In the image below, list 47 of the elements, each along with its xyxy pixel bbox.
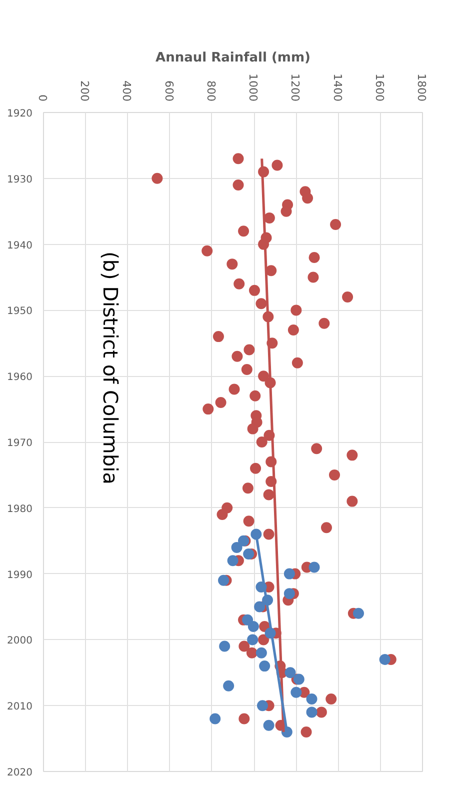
point [219,640,230,652]
y-tick-label: 2010 [7,702,33,713]
point [352,608,364,619]
y-tick-label: 1930 [7,174,33,186]
y-tick-label: 1940 [7,240,33,252]
point [306,706,318,718]
point [308,562,320,573]
point [247,634,258,646]
y-tick-label: 1970 [7,438,33,449]
y-tick-label: 2020 [7,768,33,778]
point [379,654,390,665]
point [284,568,295,580]
point [227,555,238,566]
text: (b) District of Columbia [98,252,122,484]
x-tick-label: 600 [162,80,176,102]
point [248,621,259,632]
point [306,694,318,704]
x-tick-label: 1600 [372,74,386,102]
x-tick-label: 1800 [415,74,428,102]
x-tick-label: 1200 [288,74,302,102]
y-tick-label: 2000 [7,636,33,647]
point [210,713,221,724]
point [290,686,302,698]
point [243,548,254,560]
point [256,700,268,712]
x-tick-label: 200 [78,80,92,102]
point [284,588,295,600]
y-tick-label: 1950 [7,306,33,318]
point [223,680,234,692]
x-tick-label: 0 [36,94,49,102]
point [218,574,230,586]
point [231,542,242,553]
x-tick-label: 400 [120,80,134,102]
y-tick-label: 1960 [7,372,33,384]
y-tick-label: 1990 [7,570,33,581]
y-tick-label: 1920 [7,108,33,120]
point [284,667,296,678]
x-axis-title: Annaul Rainfall (mm) [156,50,310,66]
point [254,601,266,612]
x-tick-label: 1000 [246,74,260,102]
x-tick-label: 800 [204,80,218,102]
y-tick-label: 1980 [7,504,33,515]
point [256,647,267,658]
point [263,720,274,731]
point [259,660,270,672]
x-tick-label: 1400 [330,74,344,102]
point [242,614,254,626]
